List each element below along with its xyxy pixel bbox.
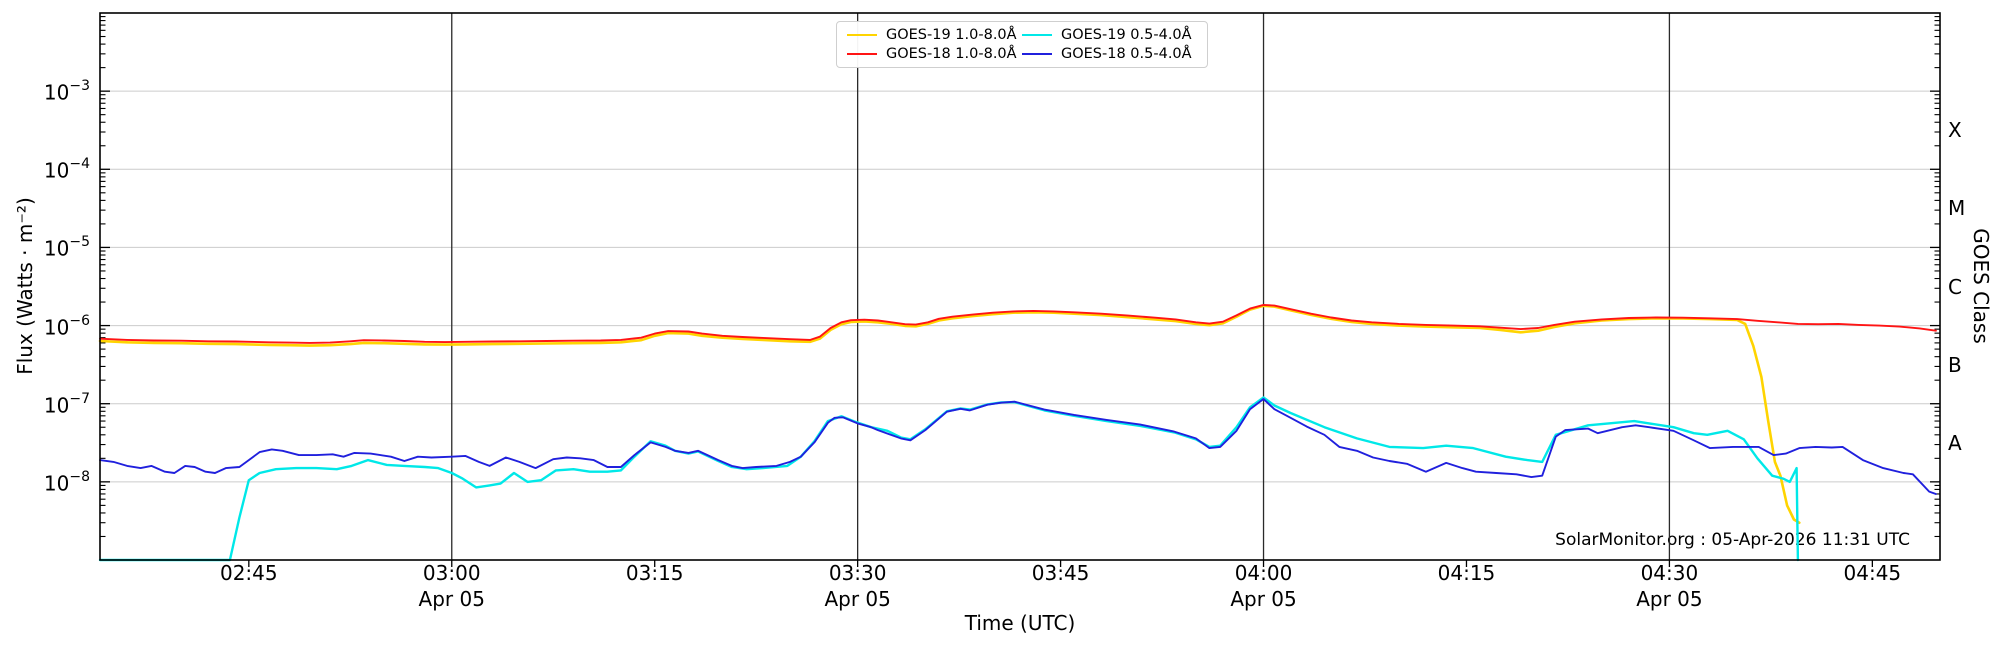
y-tick-label: 10−6 <box>43 312 90 340</box>
x-tick-label: 04:15 <box>1437 561 1496 585</box>
legend-label: GOES-18 1.0-8.0Å <box>886 46 1017 63</box>
y-axis-title-right: GOES Class <box>1969 228 1993 344</box>
y-tick-label: 10−3 <box>43 78 90 105</box>
legend-line-swatch <box>1022 33 1052 36</box>
legend-label: GOES-19 1.0-8.0Å <box>886 26 1017 43</box>
legend: GOES-19 1.0-8.0Å GOES-18 1.0-8.0Å GOES-19 … <box>836 21 1208 68</box>
x-tick-label: 02:45 <box>219 561 278 585</box>
legend-label: GOES-19 0.5-4.0Å <box>1061 26 1192 43</box>
goes-class-label-x: X <box>1948 118 1962 143</box>
x-tick-label: 04:00 <box>1234 561 1293 585</box>
series-goes19-long-line <box>98 304 1801 525</box>
legend-item: GOES-18 1.0-8.0Å <box>847 46 1022 62</box>
legend-label: GOES-18 0.5-4.0Å <box>1061 46 1192 63</box>
x-tick-date-label: Apr 05 <box>1636 587 1703 611</box>
watermark-text: SolarMonitor.org : 05-Apr-2026 11:31 UTC <box>1555 530 1910 550</box>
series-goes18-long-line <box>99 303 1937 344</box>
x-tick-label: 04:30 <box>1640 561 1699 585</box>
y-axis-title-left: Flux (Watts · m⁻²) <box>13 197 37 375</box>
x-axis-title: Time (UTC) <box>964 611 1076 635</box>
y-tick-label: 10−5 <box>43 234 90 262</box>
x-tick-date-label: Apr 05 <box>1230 587 1297 611</box>
x-tick-label: 03:30 <box>828 561 887 585</box>
legend-item: GOES-18 0.5-4.0Å <box>1022 46 1197 62</box>
legend-item: GOES-19 0.5-4.0Å <box>1022 27 1197 43</box>
x-tick-date-label: Apr 05 <box>824 587 891 611</box>
x-tick-label: 04:45 <box>1843 561 1902 585</box>
y-tick-label: 10−7 <box>43 390 90 418</box>
legend-item: GOES-19 1.0-8.0Å <box>847 27 1022 43</box>
y-tick-label: 10−4 <box>43 156 90 183</box>
x-tick-label: 03:15 <box>625 561 684 585</box>
y-tick-label: 10−8 <box>43 468 90 496</box>
x-tick-date-label: Apr 05 <box>418 587 485 611</box>
goes-class-label-c: C <box>1948 274 1962 299</box>
legend-line-swatch <box>847 53 877 56</box>
legend-line-swatch <box>847 33 877 36</box>
x-tick-label: 03:45 <box>1031 561 1090 585</box>
plot-frame <box>99 12 1941 561</box>
goes-class-label-a: A <box>1948 430 1962 455</box>
legend-line-swatch <box>1022 53 1052 56</box>
series-goes19-short-line <box>98 396 1800 562</box>
goes-class-label-m: M <box>1948 196 1966 221</box>
series-goes18-short-line <box>99 398 1937 495</box>
x-tick-label: 03:00 <box>422 561 481 585</box>
goes-class-label-b: B <box>1948 352 1962 377</box>
